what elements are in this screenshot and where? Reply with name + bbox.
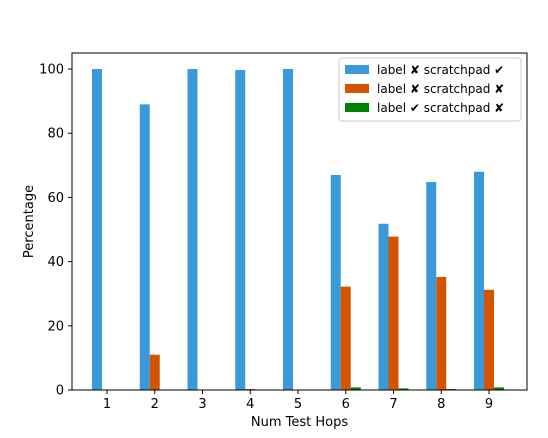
bar-series2-hop-7 xyxy=(388,236,399,390)
x-tick-label: 6 xyxy=(342,397,350,412)
x-tick-label: 7 xyxy=(389,397,397,412)
bar-series1-hop-2 xyxy=(139,104,150,390)
bar-series3-hop-7 xyxy=(398,388,409,390)
y-tick-label: 40 xyxy=(47,255,64,270)
bar-series1-hop-9 xyxy=(474,171,484,390)
legend: label ✘ scratchpad ✔ label ✘ scratchpad ✘… xyxy=(338,57,522,122)
bar-series1-hop-4 xyxy=(235,70,246,390)
x-tick-label: 1 xyxy=(103,397,111,412)
bar-series1-hop-5 xyxy=(283,69,293,391)
bar-series2-hop-8 xyxy=(436,277,447,390)
y-axis-label: Percentage xyxy=(22,185,37,258)
y-axis: 0 20 40 60 80 100 xyxy=(39,63,72,399)
y-tick-label: 100 xyxy=(39,63,64,78)
x-axis-label: Num Test Hops xyxy=(251,415,348,430)
x-tick-label: 5 xyxy=(294,397,302,412)
y-tick-label: 80 xyxy=(47,127,64,142)
y-tick-label: 0 xyxy=(56,384,64,399)
legend-swatch xyxy=(345,65,369,74)
legend-label: label ✔ scratchpad ✘ xyxy=(377,101,504,115)
bar-series1-hop-8 xyxy=(426,182,437,390)
bar-series1-hop-1 xyxy=(92,69,102,391)
x-tick-label: 9 xyxy=(485,397,493,412)
x-tick-label: 8 xyxy=(437,397,445,412)
legend-label: label ✘ scratchpad ✘ xyxy=(377,82,504,96)
plot-frame xyxy=(71,52,528,391)
bar-series3-hop-9 xyxy=(494,387,504,390)
bar-series2-hop-6 xyxy=(340,286,351,390)
x-tick-label: 4 xyxy=(246,397,254,412)
x-axis: 1 2 3 4 5 6 7 8 9 xyxy=(103,390,493,412)
legend-swatch xyxy=(345,84,369,93)
y-tick-label: 20 xyxy=(47,319,64,334)
bar-series3-hop-6 xyxy=(350,387,361,390)
legend-swatch xyxy=(345,103,369,112)
legend-label: label ✘ scratchpad ✔ xyxy=(377,63,504,77)
bar-series2-hop-2 xyxy=(149,354,160,390)
x-tick-label: 3 xyxy=(198,397,206,412)
bar-series1-hop-7 xyxy=(378,223,389,390)
bar-series1-hop-3 xyxy=(187,69,198,391)
legend-box xyxy=(338,57,522,122)
x-tick-label: 2 xyxy=(151,397,159,412)
bar-series1-hop-6 xyxy=(330,174,341,390)
bar-series2-hop-9 xyxy=(484,289,494,390)
y-tick-label: 60 xyxy=(47,191,64,206)
bars-layer xyxy=(92,69,504,391)
